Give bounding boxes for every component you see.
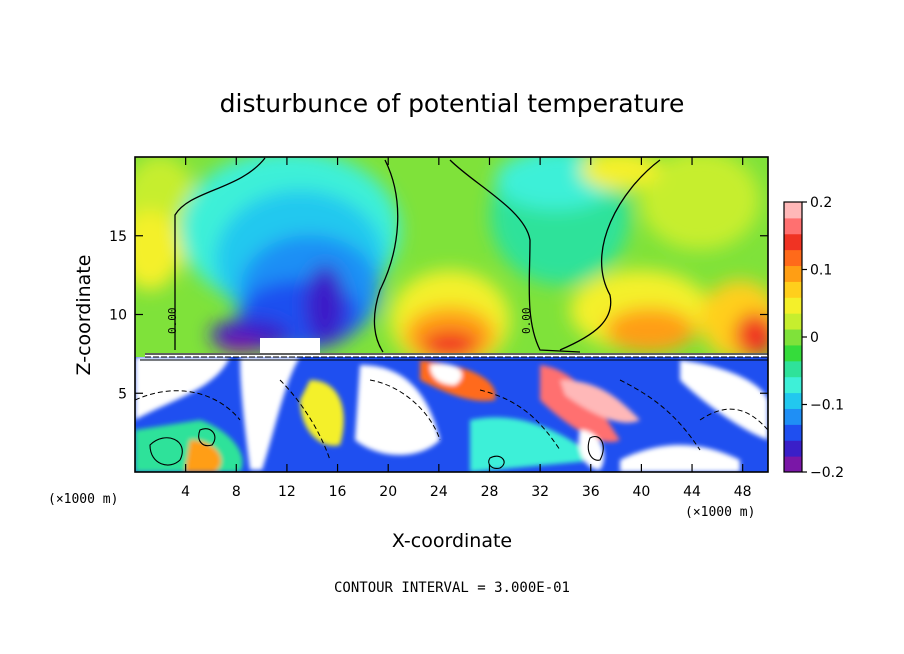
colorbar-swatch bbox=[784, 281, 802, 298]
colorbar-swatch bbox=[784, 202, 802, 219]
colorbar-swatch bbox=[784, 249, 802, 267]
colorbar: 0.2 0.1 0 −0.1 −0.2 bbox=[783, 195, 844, 481]
x-tick-label: 40 bbox=[632, 484, 650, 500]
chart-title: disturbunce of potential temperature bbox=[220, 89, 685, 118]
colorbar-swatch bbox=[784, 360, 802, 378]
y-tick-label: 5 bbox=[118, 386, 127, 402]
colorbar-swatch bbox=[784, 408, 802, 425]
y-tick-label: 10 bbox=[109, 308, 127, 324]
colorbar-swatch bbox=[784, 233, 802, 251]
colorbar-tick-label: −0.2 bbox=[810, 465, 844, 481]
x-axis-label: X-coordinate bbox=[392, 530, 512, 552]
colorbar-swatch bbox=[784, 297, 802, 314]
contour-label: 0.00 bbox=[520, 308, 533, 335]
colorbar-tick-label: 0 bbox=[810, 330, 819, 346]
y-axis-unit: (×1000 m) bbox=[48, 492, 118, 507]
x-tick-label: 16 bbox=[329, 484, 347, 500]
x-tick-label: 44 bbox=[683, 484, 701, 500]
colorbar-swatch bbox=[784, 313, 802, 330]
contour-interval-note: CONTOUR INTERVAL = 3.000E-01 bbox=[334, 580, 570, 596]
colorbar-tick-label: 0.2 bbox=[810, 195, 832, 211]
contour-label: 0.00 bbox=[166, 308, 179, 335]
x-tick-label: 24 bbox=[430, 484, 448, 500]
x-axis-unit: (×1000 m) bbox=[685, 505, 755, 520]
y-axis-label: Z-coordinate bbox=[73, 255, 95, 376]
colorbar-swatch bbox=[784, 440, 802, 457]
y-ticks: 5 10 15 bbox=[109, 229, 768, 402]
colorbar-swatch bbox=[784, 376, 802, 394]
colorbar-swatch bbox=[784, 392, 802, 409]
colorbar-swatch bbox=[784, 456, 802, 473]
x-ticks: 4 8 12 16 20 24 28 32 36 40 44 48 bbox=[181, 157, 752, 500]
x-tick-label: 36 bbox=[582, 484, 600, 500]
y-tick-label: 15 bbox=[109, 229, 127, 245]
x-tick-label: 28 bbox=[481, 484, 499, 500]
x-tick-label: 4 bbox=[181, 484, 190, 500]
colorbar-tick-label: −0.1 bbox=[810, 398, 844, 414]
x-tick-label: 32 bbox=[531, 484, 549, 500]
colorbar-swatch bbox=[784, 265, 802, 282]
x-tick-label: 12 bbox=[278, 484, 296, 500]
inversion-band bbox=[140, 353, 768, 361]
heatmap-field: 0.00 0.00 bbox=[135, 157, 768, 472]
colorbar-swatch bbox=[784, 329, 802, 346]
colorbar-tick-label: 0.1 bbox=[810, 263, 832, 279]
x-tick-label: 20 bbox=[379, 484, 397, 500]
colorbar-swatch bbox=[784, 344, 802, 362]
colorbar-swatch bbox=[784, 217, 802, 235]
colorbar-swatch bbox=[784, 424, 802, 441]
x-tick-label: 48 bbox=[734, 484, 752, 500]
x-tick-label: 8 bbox=[232, 484, 241, 500]
